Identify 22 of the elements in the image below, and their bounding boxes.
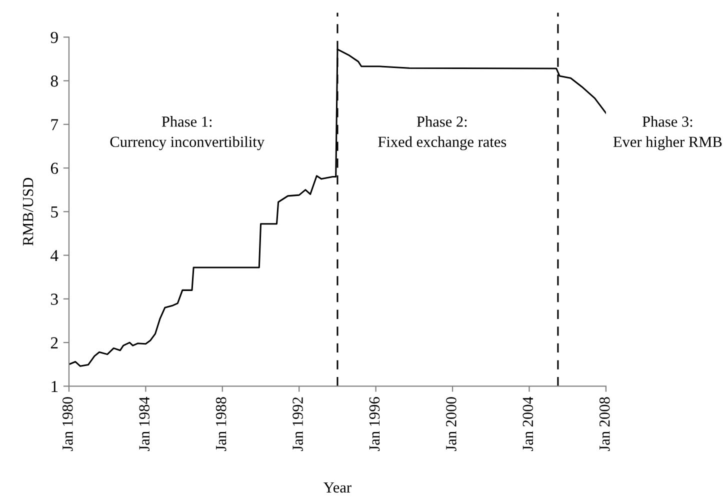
text: Phase 3: Ever higher RMB bbox=[613, 116, 722, 150]
y-tick-label: 6 bbox=[50, 162, 58, 174]
x-tick-label: Jan 2008 bbox=[599, 397, 610, 452]
y-tick-label: 7 bbox=[51, 119, 58, 130]
x-tick-label: Jan 1996 bbox=[369, 397, 380, 452]
y-tick-label: 9 bbox=[50, 32, 58, 44]
x-tick-label: Jan 1984 bbox=[139, 396, 150, 452]
x-axis-title: Year bbox=[324, 482, 352, 493]
y-tick-label: 3 bbox=[51, 294, 58, 305]
y-tick-label: 2 bbox=[50, 337, 58, 348]
x-tick-label: Jan 1988 bbox=[216, 397, 226, 452]
y-tick-label: 4 bbox=[50, 250, 58, 262]
y-tick-label: 1 bbox=[52, 380, 58, 392]
y-tick-label: 5 bbox=[51, 206, 58, 218]
x-tick-label: Jan 2004 bbox=[522, 396, 534, 452]
y-axis-title: RMB/USD bbox=[22, 178, 34, 246]
annotation: Phase 2: Fixed exchange rates bbox=[378, 116, 506, 150]
x-tick-label: Jan 2000 bbox=[446, 397, 456, 452]
x-tick-label: Jan 1980 bbox=[62, 397, 73, 452]
x-tick-label: Jan 1992 bbox=[292, 397, 303, 452]
y-tick-label: 8 bbox=[50, 75, 58, 87]
annotation: Phase 1: Currency inconvertibility bbox=[110, 116, 264, 150]
